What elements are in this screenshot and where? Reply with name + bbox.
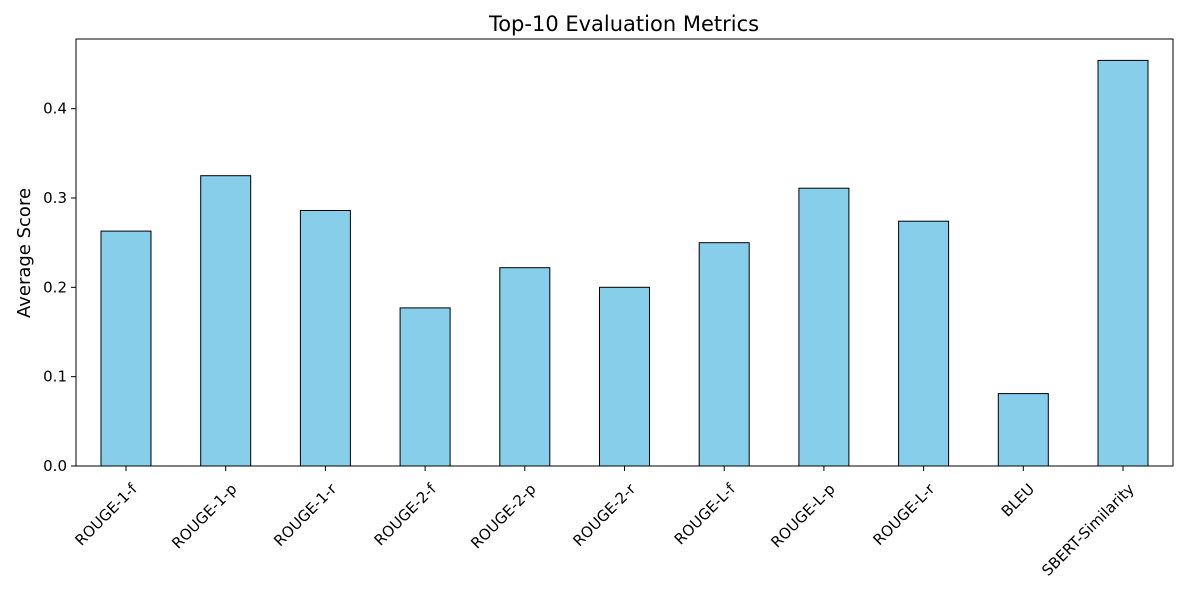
x-tick-label: ROUGE-1-r bbox=[270, 479, 340, 549]
plot-frame bbox=[75, 38, 1174, 467]
x-axis-ticks: ROUGE-1-f ROUGE-1-p ROUGE-1-r ROUGE-2-f ROUG… bbox=[71, 466, 1138, 580]
bar-rouge-2-f bbox=[399, 307, 451, 467]
x-tick-label: BLEU bbox=[998, 480, 1038, 520]
y-tick-label: 0.2 bbox=[43, 278, 67, 296]
bar-rouge-l-p bbox=[798, 187, 850, 467]
bar-sbert-similarity bbox=[1097, 59, 1149, 467]
y-tick-label: 0.3 bbox=[43, 189, 67, 207]
x-tick-label: ROUGE-2-p bbox=[467, 480, 539, 552]
x-tick-label: ROUGE-1-p bbox=[168, 480, 240, 552]
bars-group bbox=[100, 59, 1149, 467]
bar-rouge-l-f bbox=[698, 242, 750, 467]
y-tick-label: 0.1 bbox=[43, 368, 67, 386]
x-tick-label: ROUGE-L-r bbox=[869, 479, 938, 548]
chart-title: Top-10 Evaluation Metrics bbox=[488, 12, 759, 36]
bar-rouge-l-r bbox=[898, 220, 950, 467]
x-tick-label: ROUGE-2-r bbox=[569, 479, 639, 549]
bar-rouge-1-f bbox=[100, 230, 152, 467]
x-tick-label: SBERT-Similarity bbox=[1038, 480, 1138, 580]
x-tick-label: ROUGE-L-p bbox=[767, 480, 838, 551]
y-tick-label: 0.4 bbox=[43, 100, 67, 118]
bar-rouge-1-p bbox=[200, 175, 252, 467]
x-tick-label: ROUGE-1-f bbox=[71, 480, 141, 550]
x-tick-label: ROUGE-L-f bbox=[671, 480, 740, 549]
bar-rouge-2-r bbox=[599, 286, 650, 467]
y-tick-label: 0.0 bbox=[43, 457, 67, 475]
y-axis-label: Average Score bbox=[14, 188, 35, 318]
bar-bleu bbox=[997, 393, 1049, 467]
bar-rouge-1-r bbox=[299, 210, 351, 467]
bar-rouge-2-p bbox=[499, 267, 551, 467]
x-tick-label: ROUGE-2-f bbox=[371, 480, 441, 550]
y-axis-ticks: 0.0 0.1 0.2 0.3 0.4 bbox=[43, 100, 76, 475]
